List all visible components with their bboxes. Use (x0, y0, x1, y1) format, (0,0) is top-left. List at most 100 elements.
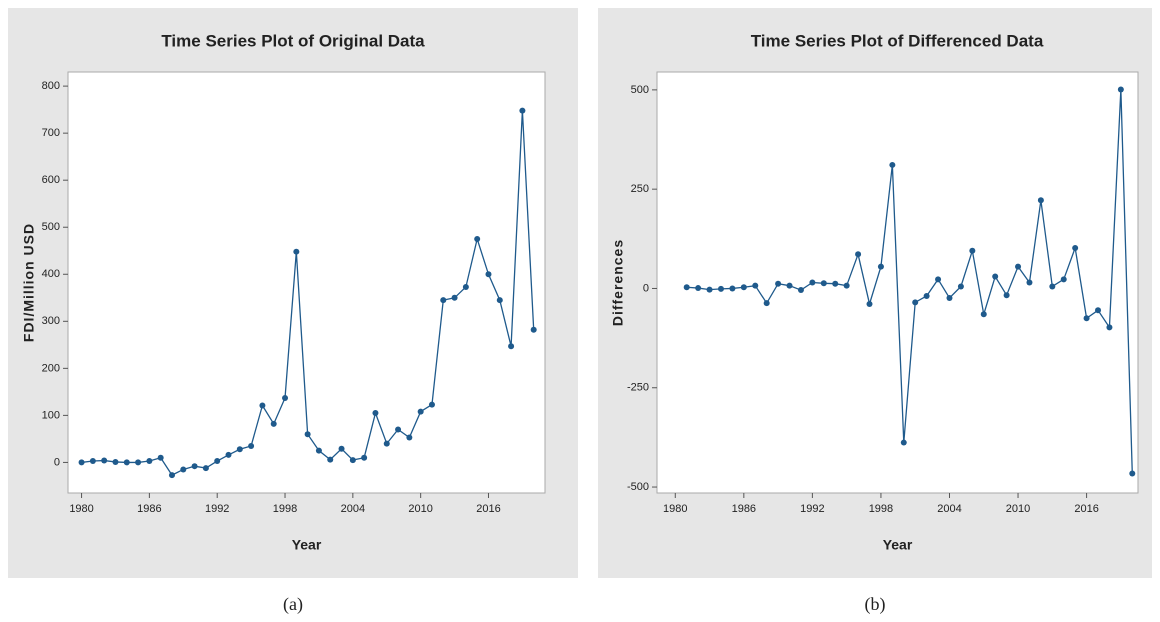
y-tick-label: 400 (42, 268, 60, 280)
y-tick-label: 300 (42, 315, 60, 327)
data-point (282, 394, 289, 401)
y-tick-label: 600 (42, 174, 60, 186)
data-point (717, 285, 724, 292)
data-point (706, 286, 713, 293)
data-point (1106, 324, 1113, 331)
data-point (519, 107, 526, 114)
data-point (327, 456, 334, 463)
data-point (135, 459, 142, 466)
data-point (361, 454, 368, 461)
data-point (695, 285, 702, 292)
x-axis-label: Year (292, 537, 322, 553)
data-point (248, 442, 255, 449)
data-point (304, 431, 311, 438)
y-tick-label: 200 (42, 362, 60, 374)
chart-title: Time Series Plot of Original Data (161, 31, 425, 50)
data-point (440, 297, 447, 304)
y-tick-label: 250 (631, 183, 649, 195)
data-point (496, 297, 503, 304)
y-axis-label: FDI/Million USD (21, 223, 37, 342)
data-point (395, 426, 402, 433)
data-point (101, 457, 108, 464)
data-point (683, 284, 690, 291)
x-tick-label: 1980 (663, 503, 687, 515)
data-point (338, 445, 345, 452)
x-tick-label: 1998 (273, 503, 297, 515)
y-tick-label: 0 (54, 456, 60, 468)
y-tick-label: 500 (42, 221, 60, 233)
x-tick-label: 2016 (1074, 503, 1098, 515)
y-axis-label: Differences (610, 239, 626, 326)
data-point (485, 271, 492, 278)
data-point (820, 280, 827, 287)
data-point (1060, 276, 1067, 283)
y-tick-label: 500 (631, 84, 649, 96)
data-point (225, 451, 232, 458)
plot-area (67, 71, 546, 494)
data-point (349, 457, 356, 464)
data-point (866, 300, 873, 307)
data-point (889, 161, 896, 168)
series-line (686, 89, 1133, 474)
chart-title: Time Series Plot of Differenced Data (751, 31, 1044, 50)
data-point (877, 263, 884, 270)
y-tick-label: 100 (42, 409, 60, 421)
x-tick-label: 1992 (205, 503, 229, 515)
data-point (202, 465, 209, 472)
y-tick-label: 700 (42, 127, 60, 139)
data-point (462, 283, 469, 290)
x-tick-label: 1986 (137, 503, 161, 515)
x-tick-label: 2010 (1006, 503, 1030, 515)
x-tick-label: 1986 (732, 503, 756, 515)
x-tick-label: 1998 (869, 503, 893, 515)
data-point (191, 463, 198, 470)
data-point (146, 458, 153, 465)
data-point (157, 454, 164, 461)
data-point (797, 287, 804, 294)
data-point (1095, 307, 1102, 314)
data-point (980, 311, 987, 318)
x-tick-label: 2016 (476, 503, 500, 515)
x-tick-label: 2010 (408, 503, 432, 515)
data-point (428, 401, 435, 408)
data-point (236, 446, 243, 453)
data-point (1129, 470, 1136, 477)
data-point (112, 458, 119, 465)
data-point (935, 276, 942, 283)
data-point (1083, 315, 1090, 322)
data-point (1003, 292, 1010, 299)
caption: (a) (283, 594, 303, 615)
data-point (270, 420, 277, 427)
data-point (729, 285, 736, 292)
data-point (740, 284, 747, 291)
data-point (775, 280, 782, 287)
data-point (123, 459, 130, 466)
data-point (1117, 86, 1124, 93)
y-tick-label: -250 (627, 382, 649, 394)
data-point (383, 440, 390, 447)
data-point (1037, 197, 1044, 204)
data-point (259, 402, 266, 409)
data-point (969, 247, 976, 254)
y-tick-label: -500 (627, 481, 649, 493)
caption: (b) (865, 594, 886, 615)
y-tick-label: 800 (42, 80, 60, 92)
data-point (900, 439, 907, 446)
data-point (855, 251, 862, 258)
data-point (752, 282, 759, 289)
x-tick-label: 2004 (937, 503, 961, 515)
data-point (293, 248, 300, 255)
data-point (1072, 244, 1079, 251)
data-point (78, 459, 85, 466)
data-point (1049, 283, 1056, 290)
x-tick-label: 1980 (69, 503, 93, 515)
data-point (912, 299, 919, 306)
y-tick-label: 0 (643, 282, 649, 294)
data-point (923, 293, 930, 300)
data-point (417, 408, 424, 415)
data-point (763, 300, 770, 307)
data-point (832, 280, 839, 287)
data-point (843, 282, 850, 289)
data-point (946, 294, 953, 301)
